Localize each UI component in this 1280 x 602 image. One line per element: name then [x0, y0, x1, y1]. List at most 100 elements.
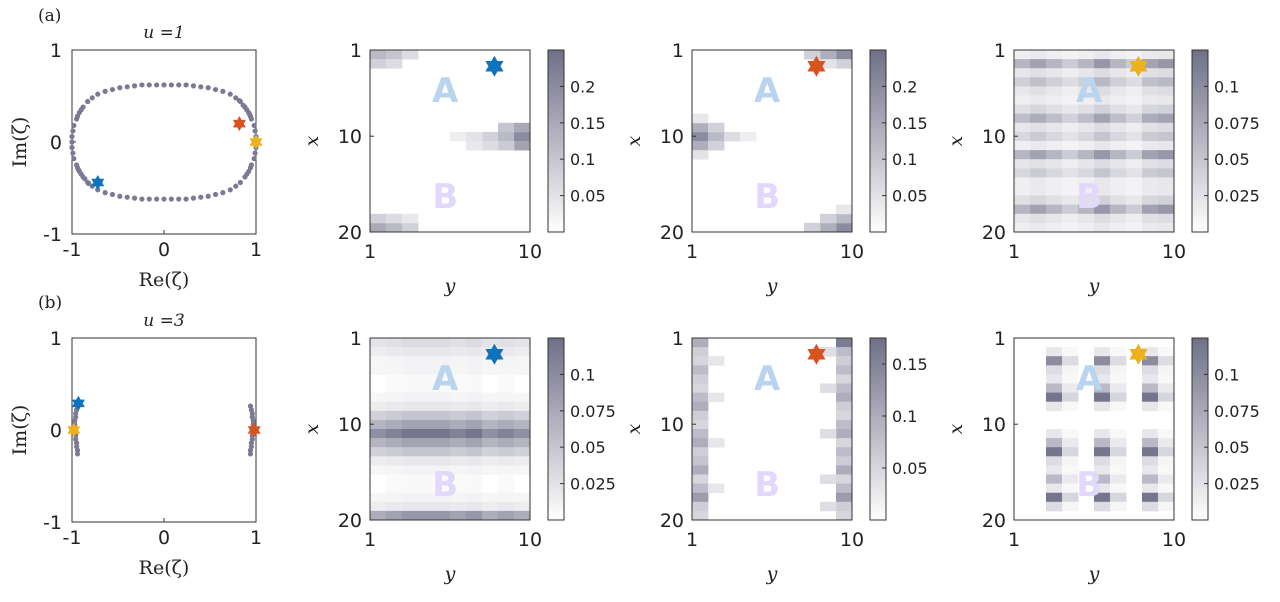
chart-7-heat-cell	[836, 392, 853, 403]
chart-6-heat-cell	[514, 438, 531, 448]
chart-3-heat-cell	[836, 204, 853, 215]
chart-8-x-tick-label: 1	[1008, 529, 1020, 551]
chart-4-heat-cell	[1158, 150, 1175, 160]
chart-8-y-axis-label: x	[945, 423, 967, 434]
chart-6-heat-cell	[482, 501, 499, 512]
chart-8-heat-cell	[1094, 483, 1111, 494]
chart-7-heat-cell	[692, 510, 709, 521]
chart-4-heat-cell	[1094, 204, 1111, 215]
chart-1-eigenvalue-point	[85, 180, 92, 186]
chart-7-heat-cell	[836, 456, 853, 466]
chart-3-heat-cell	[836, 213, 853, 224]
chart-6-heat-cell	[386, 510, 403, 521]
chart-7-heat-cell	[836, 338, 853, 348]
chart-3-x-tick-label: 1	[686, 241, 698, 263]
chart-8-heat-cell	[1110, 474, 1127, 484]
chart-2-heat-cell	[386, 213, 403, 224]
chart-4-heat-cell	[1014, 131, 1031, 142]
chart-6-heat-cell	[498, 447, 515, 457]
chart-1-eigenvalue-point	[102, 88, 108, 94]
chart-4-heat-cell	[1046, 95, 1063, 105]
chart-4-heat-cell	[1158, 204, 1175, 215]
chart-4-heat-cell	[1126, 195, 1143, 206]
chart-8-heat-cell	[1062, 456, 1079, 466]
chart-4-heat-cell	[1014, 77, 1031, 87]
chart-4-heat-cell	[1062, 141, 1079, 151]
chart-1-eigenvalue-point	[244, 107, 250, 113]
chart-6-heat-cell	[418, 501, 435, 512]
chart-5-title: u =3	[143, 311, 184, 331]
chart-7-heat-cell	[836, 383, 853, 393]
chart-4-star-marker	[1129, 55, 1148, 77]
chart-7-x-tick-label: 10	[840, 529, 864, 551]
chart-7-heat-cell	[692, 338, 709, 348]
chart-1-eigenvalue-point	[78, 171, 84, 177]
chart-4-heat-cell	[1126, 168, 1143, 178]
chart-4-heat-cell	[1158, 77, 1175, 87]
chart-6-heat-cell	[386, 483, 403, 494]
chart-4-colorbar-tick-label: 0.1	[1214, 77, 1239, 96]
chart-4-heat-cell	[1062, 113, 1079, 124]
chart-1-eigenvalue-point	[146, 196, 152, 202]
chart-4-heat-cell	[1110, 150, 1127, 160]
chart-2-colorbar-tick-label: 0.05	[570, 187, 606, 206]
chart-4-heat-cell	[1014, 222, 1031, 233]
chart-4-heat-cell	[1142, 168, 1159, 178]
chart-3-heat-cell	[740, 131, 757, 142]
chart-4-heat-cell	[1110, 122, 1127, 133]
chart-6-heat-cell	[418, 447, 435, 457]
chart-6-heat-cell	[498, 392, 515, 403]
chart-4-heat-cell	[1094, 77, 1111, 87]
chart-8-heat-cell	[1062, 392, 1079, 403]
chart-1-eigenvalue-point	[82, 176, 88, 182]
chart-6-heat-cell	[434, 365, 451, 375]
chart-8-heat-cell	[1158, 456, 1175, 466]
chart-6-heat-cell	[466, 365, 483, 375]
chart-2-y-axis-label: x	[301, 135, 323, 146]
chart-8-heat-cell	[1142, 492, 1159, 503]
chart-4-y-tick-label: 10	[982, 126, 1006, 148]
chart-3-y-tick-label: 1	[672, 40, 684, 62]
chart-7-x-axis-label: y	[766, 563, 778, 585]
chart-6-heat-cell	[434, 456, 451, 466]
chart-4-x-tick-label: 10	[1162, 241, 1186, 263]
chart-4-heat-cell	[1046, 168, 1063, 178]
chart-6-colorbar-tick-label: 0.1	[570, 365, 595, 384]
chart-4-heat-cell	[1078, 59, 1095, 69]
chart-2-heat-cell	[370, 222, 387, 233]
chart-6-heat-cell	[482, 438, 499, 448]
chart-7-heat-cell	[820, 383, 837, 393]
chart-8-heat-cell	[1158, 465, 1175, 475]
chart-7-heat-cell	[692, 465, 709, 475]
chart-4-heat-cell	[1158, 50, 1175, 60]
chart-5-eigenvalue-point	[250, 418, 256, 424]
chart-4-heat-cell	[1158, 177, 1175, 187]
chart-1-eigenvalue-point	[198, 84, 204, 90]
chart-6-heat-cell	[466, 465, 483, 475]
chart-1-eigenvalue-point	[220, 88, 226, 94]
chart-3-heat-cell	[692, 131, 709, 142]
chart-7-heat-cell	[836, 374, 853, 384]
chart-6-heat-cell	[466, 419, 483, 430]
chart-3-heat-cell	[692, 122, 709, 133]
chart-3-heat-cell	[708, 131, 725, 142]
chart-6-heat-cell	[450, 410, 467, 421]
chart-6-heat-cell	[498, 365, 515, 375]
chart-6-heat-cell	[370, 347, 387, 357]
chart-4-heat-cell	[1110, 141, 1127, 151]
chart-6-y-tick-label: 1	[350, 328, 362, 350]
chart-1-eigenvalue-point	[227, 91, 233, 97]
chart-8-heat-cell	[1142, 401, 1159, 412]
chart-6-heat-cell	[514, 492, 531, 503]
chart-3-heat-cell	[820, 59, 837, 69]
chart-2-star-marker	[485, 55, 504, 77]
chart-8-heat-cell	[1110, 374, 1127, 384]
chart-6-heat-cell	[434, 356, 451, 366]
chart-4-heat-cell	[1078, 177, 1095, 187]
chart-6-heat-cell	[450, 374, 467, 384]
chart-7-heat-cell	[692, 501, 709, 512]
chart-5-eigenvalue-point	[74, 447, 81, 453]
chart-8-heat-cell	[1110, 392, 1127, 403]
chart-4-heat-cell	[1046, 222, 1063, 233]
chart-4-heat-cell	[1062, 86, 1079, 96]
